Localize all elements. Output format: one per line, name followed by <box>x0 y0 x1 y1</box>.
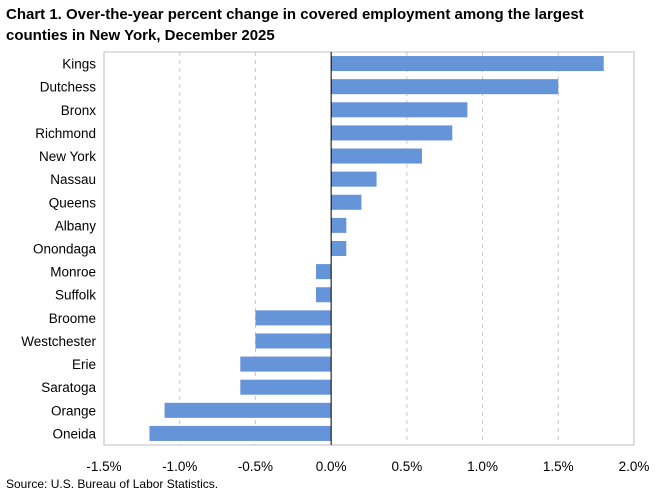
x-tick-label: 1.5% <box>543 459 574 474</box>
category-label: Broome <box>49 311 96 326</box>
bar-oneida <box>149 425 332 441</box>
category-label: Onondaga <box>33 242 97 257</box>
gridlines <box>179 52 559 445</box>
bar-albany <box>331 217 347 233</box>
category-label: Erie <box>72 357 96 372</box>
category-label: Monroe <box>50 265 96 280</box>
source-note: Source: U.S. Bureau of Labor Statistics. <box>6 477 219 491</box>
bar-queens <box>331 194 362 210</box>
x-tick-label: 0.0% <box>316 459 347 474</box>
bar-saratoga <box>240 379 332 395</box>
bar-monroe <box>316 264 332 280</box>
bars <box>149 56 604 441</box>
bar-broome <box>255 310 332 326</box>
x-tick-labels: -1.5% -1.0% -0.5% 0.0% 0.5% 1.0% 1.5% 2.0% <box>86 459 649 474</box>
x-tick-label: 1.0% <box>467 459 498 474</box>
bar-new-york <box>331 148 422 164</box>
bar-kings <box>331 56 604 72</box>
category-label: Dutchess <box>40 80 97 95</box>
x-tick-label: 0.5% <box>391 459 422 474</box>
category-label: Nassau <box>50 172 96 187</box>
category-label: Westchester <box>21 334 96 349</box>
category-label: Bronx <box>61 103 97 118</box>
bar-westchester <box>255 333 332 349</box>
category-label: Kings <box>62 57 96 72</box>
category-label: Queens <box>49 195 97 210</box>
plot-area-frame <box>103 51 635 446</box>
bar-dutchess <box>331 79 559 95</box>
bar-nassau <box>331 171 377 187</box>
x-tick-label: -1.5% <box>86 459 121 474</box>
bar-onondaga <box>331 240 347 257</box>
category-label: Orange <box>51 403 96 418</box>
bar-richmond <box>331 125 453 141</box>
category-label: New York <box>39 149 96 164</box>
category-label: Richmond <box>35 126 96 141</box>
x-tick-label: 2.0% <box>619 459 650 474</box>
x-tick-label: -1.0% <box>162 459 197 474</box>
bar-bronx <box>331 102 468 118</box>
category-label: Oneida <box>52 426 96 441</box>
category-labels: Kings Dutchess Bronx Richmond New York Nassau… <box>21 57 96 442</box>
bar-erie <box>240 356 332 372</box>
chart-title: Chart 1. Over-the-year percent change in… <box>6 6 584 44</box>
x-tick-label: -0.5% <box>238 459 273 474</box>
bar-suffolk <box>316 287 332 303</box>
bar-orange <box>164 402 332 418</box>
category-label: Saratoga <box>41 380 96 395</box>
category-label: Suffolk <box>55 288 96 303</box>
category-label: Albany <box>55 218 97 233</box>
